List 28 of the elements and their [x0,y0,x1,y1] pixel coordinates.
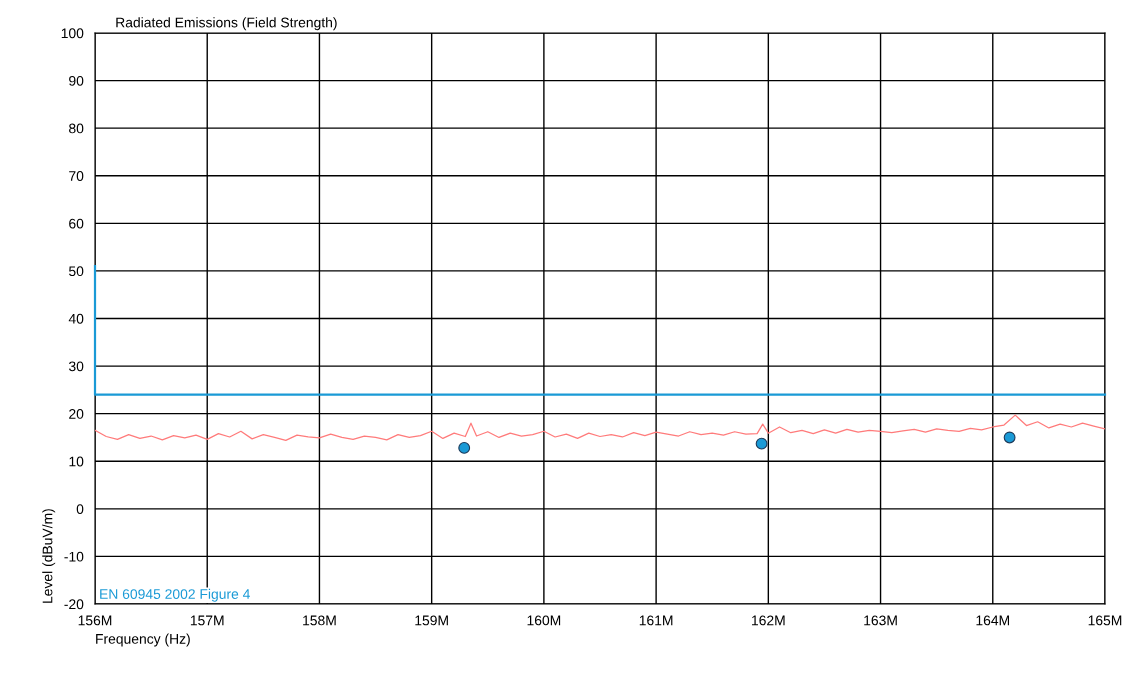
chart-title: Radiated Emissions (Field Strength) [116,17,337,31]
x-tick-label: 163M [864,615,897,626]
y-tick-label: 70 [69,171,84,181]
y-tick-label: 0 [76,504,84,514]
y-tick-label: 90 [69,75,84,86]
x-tick-label: 164M [976,615,1010,626]
x-tick-label: 160M [527,615,561,626]
x-tick-label: 161M [639,615,673,626]
x-tick-label: 165M [1088,615,1122,626]
y-tick-label: -10 [64,551,84,562]
y-tick-label: 30 [68,361,84,372]
x-tick-label: 156M [78,615,112,626]
y-tick-label: 10 [69,456,84,467]
y-tick-label: 20 [69,409,84,419]
line-series [95,414,1105,441]
x-axis-title: Frequency (Hz) [96,633,190,647]
annotation: EN 60945 2002 Figure 4 [100,588,250,602]
y-axis-title: Level (dBuV/m) [42,509,56,603]
x-tick-label: 159M [415,615,448,626]
x-tick-label: 158M [303,615,336,626]
y-tick-label: 60 [69,218,84,229]
x-tick-label: 162M [752,615,785,626]
y-tick-label: -20 [64,599,84,610]
y-tick-label: 100 [61,28,84,39]
y-tick-label: 50 [69,266,84,277]
y-tick-label: 40 [68,313,84,324]
y-tick-label: 80 [69,123,84,134]
x-tick-label: 157M [190,615,224,626]
